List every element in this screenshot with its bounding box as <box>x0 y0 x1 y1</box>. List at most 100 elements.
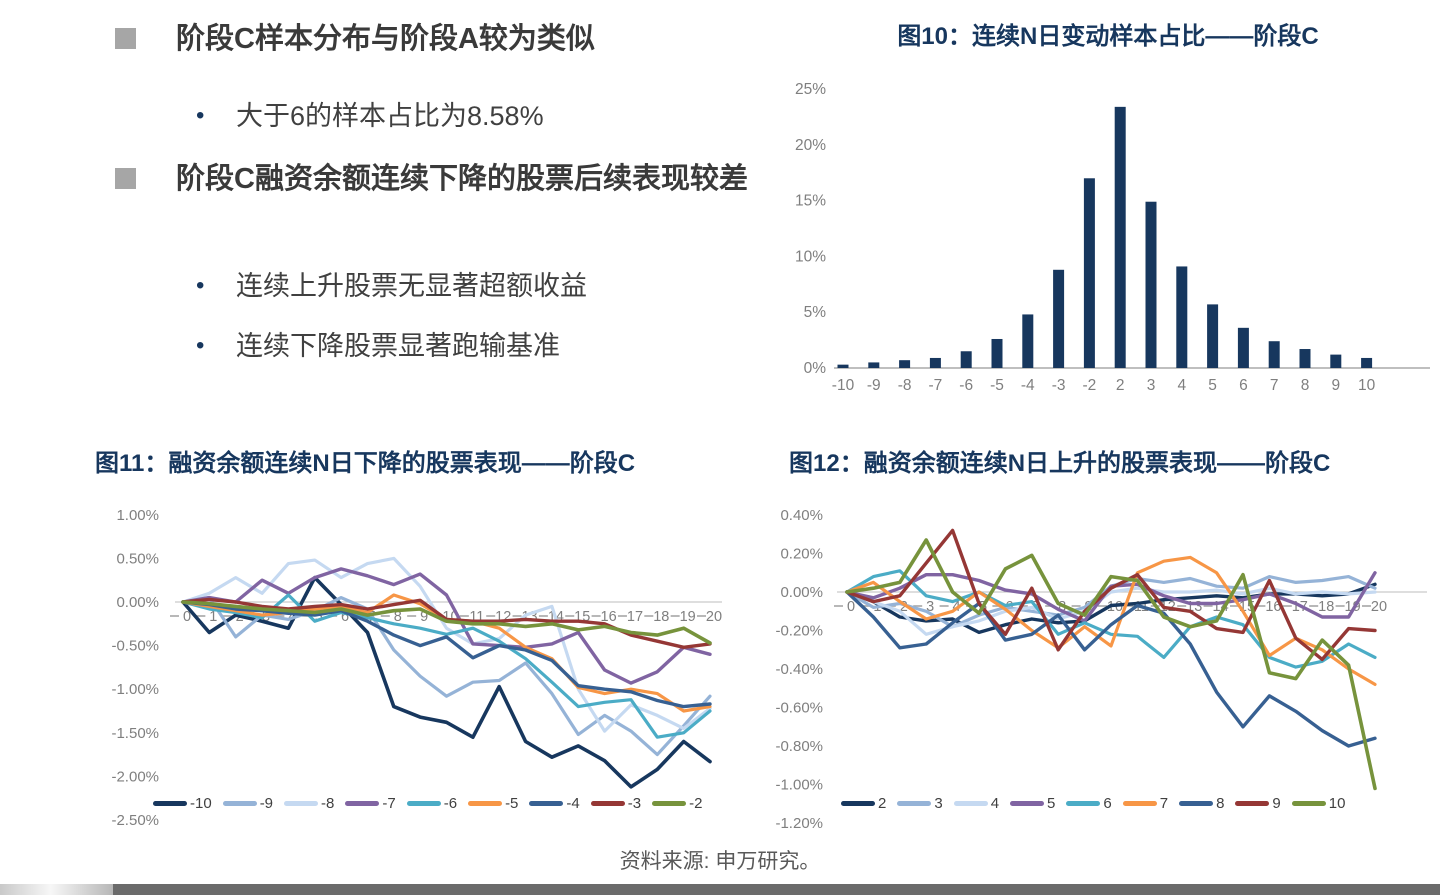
legend-swatch-7 <box>1122 801 1157 806</box>
x-tick-label: -6 <box>959 377 973 394</box>
legend-item--5: -5 <box>468 795 518 812</box>
x-tick-label: 0 <box>847 599 855 615</box>
series-line-10 <box>845 538 1377 791</box>
x-tick-label: -3 <box>1052 377 1066 394</box>
y-tick-label: -2.00% <box>111 768 159 785</box>
x-tick-label: 18 <box>1318 599 1334 615</box>
y-tick-label: -1.50% <box>111 725 159 742</box>
series-line--9 <box>181 595 712 757</box>
x-tick-label: 20 <box>706 609 722 625</box>
legend-item-7: 7 <box>1122 795 1168 812</box>
legend-label: -9 <box>259 795 274 812</box>
x-tick-label: -7 <box>929 377 943 394</box>
source-note: 资料来源: 申万研究。 <box>619 850 821 873</box>
legend-swatch--2 <box>652 801 687 806</box>
chart-fig12: 图12：融资余额连续N日上升的股票表现——阶段C 0.40% 0.20% 0.00%… <box>755 443 1440 843</box>
bar-6 <box>1237 327 1249 368</box>
legend-item--8: -8 <box>284 795 334 812</box>
legend-swatch-9 <box>1235 801 1270 806</box>
x-tick-label: 3 <box>926 599 934 615</box>
bullet-heading-1: 阶段C样本分布与阶段A较为类似 <box>176 23 595 55</box>
y-tick-label: -0.50% <box>111 638 159 655</box>
y-tick-label: 5% <box>804 304 827 321</box>
legend-label: -6 <box>443 795 458 812</box>
legend-label: -4 <box>566 795 580 812</box>
series-line--7 <box>181 567 712 685</box>
y-tick-label: 0.00% <box>780 584 823 601</box>
legend-label: 3 <box>934 795 943 812</box>
chart-fig12-title: 图12：融资余额连续N日上升的股票表现——阶段C <box>789 450 1331 477</box>
bullet-square-icon <box>115 28 136 49</box>
y-tick-label: 25% <box>795 81 826 98</box>
legend-swatch--8 <box>284 801 319 806</box>
legend-item-5: 5 <box>1010 795 1055 812</box>
x-tick-label: 5 <box>315 609 323 625</box>
legend-label: -10 <box>190 795 212 812</box>
legend-item--9: -9 <box>222 795 274 812</box>
legend-item-9: 9 <box>1235 795 1281 812</box>
bar--2 <box>1083 178 1095 368</box>
y-tick-label: 15% <box>795 193 826 210</box>
y-tick-label: -2.50% <box>111 812 159 829</box>
legend-item--2: -2 <box>652 795 702 812</box>
footer-bar-accent <box>0 884 113 895</box>
x-tick-label: 3 <box>1147 377 1156 394</box>
legend-label: 5 <box>1047 795 1056 812</box>
x-tick-label: 1 <box>209 609 217 625</box>
x-tick-label: 2 <box>900 599 908 615</box>
legend-item-4: 4 <box>953 795 999 812</box>
y-tick-label: -0.80% <box>775 738 823 755</box>
legend-swatch--6 <box>406 801 441 806</box>
bar-5 <box>1207 304 1219 368</box>
sub-bullet-row-2: • 连续上升股票无显著超额收益 <box>196 270 587 304</box>
bar-7 <box>1268 341 1280 368</box>
x-tick-label: -9 <box>867 377 881 394</box>
x-tick-label: 8 <box>1301 377 1310 394</box>
legend-item-2: 2 <box>841 795 886 812</box>
chart-fig11: 图11：融资余额连续N日下降的股票表现——阶段C 1.00% 0.50% 0.00%… <box>95 443 740 843</box>
x-tick-label: -8 <box>898 377 912 394</box>
y-tick-label: 0.40% <box>780 507 823 524</box>
legend-swatch-10 <box>1291 801 1326 806</box>
x-tick-label: 10 <box>1358 377 1376 394</box>
bar--9 <box>868 362 880 368</box>
x-tick-label: 9 <box>1331 377 1340 394</box>
legend-label: 10 <box>1328 795 1346 812</box>
series-line-8 <box>845 590 1377 748</box>
y-tick-label: -1.20% <box>775 815 823 832</box>
bullet-dot-icon: • <box>196 332 205 359</box>
fig11-legend: -10 -9 -8 -7 -6 -5 -4 -3 -2 <box>153 795 713 812</box>
y-tick-label: 0.00% <box>116 594 159 611</box>
bar-8 <box>1299 349 1311 368</box>
x-tick-label: 6 <box>341 609 349 625</box>
chart-fig10: 图10：连续N日变动样本占比——阶段C 25% 20% 15% 10% 5% 0% -10-… <box>778 16 1438 396</box>
bar-10 <box>1361 357 1373 368</box>
bar--3 <box>1053 269 1065 368</box>
x-tick-label: 20 <box>1371 599 1387 615</box>
chart-fig11-title: 图11：融资余额连续N日下降的股票表现——阶段C <box>95 450 636 477</box>
x-tick-label: 16 <box>601 609 617 625</box>
x-tick-label: 8 <box>394 609 402 625</box>
x-tick-label: 4 <box>1177 377 1186 394</box>
fig12-line-plot: 0.40% 0.20% 0.00% -0.20% -0.40% -0.60% -0.80% -… <box>775 507 1427 832</box>
x-tick-label: -5 <box>990 377 1004 394</box>
series-line--8 <box>181 556 712 733</box>
legend-swatch--7 <box>345 801 380 806</box>
x-tick-label: 16 <box>1265 599 1281 615</box>
legend-label: -5 <box>505 795 519 812</box>
y-tick-label: -0.40% <box>775 661 823 678</box>
x-tick-label: 18 <box>653 609 669 625</box>
series-line-2 <box>845 582 1377 635</box>
legend-item--10: -10 <box>153 795 212 812</box>
legend-label: 9 <box>1272 795 1281 812</box>
series-line-4 <box>845 586 1377 636</box>
sub-bullet-3: 连续下降股票显著跑输基准 <box>236 331 560 361</box>
legend-swatch--9 <box>222 801 257 806</box>
footer-bar <box>0 884 1440 895</box>
series-line--10 <box>181 575 712 789</box>
sub-bullet-1: 大于6的样本占比为8.58% <box>236 101 544 131</box>
x-tick-label: 2 <box>1116 377 1125 394</box>
fig12-legend: 2 3 4 5 6 7 8 9 10 <box>841 795 1356 812</box>
x-tick-label: 6 <box>1239 377 1248 394</box>
